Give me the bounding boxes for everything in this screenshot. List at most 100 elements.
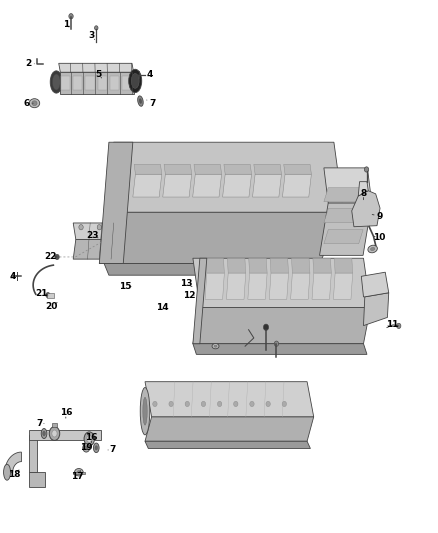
Ellipse shape: [83, 443, 90, 452]
Polygon shape: [193, 308, 371, 344]
Polygon shape: [85, 76, 95, 90]
Ellipse shape: [368, 245, 378, 253]
Circle shape: [201, 401, 205, 407]
Ellipse shape: [85, 446, 88, 450]
Polygon shape: [110, 76, 119, 90]
Text: 16: 16: [85, 433, 98, 442]
Circle shape: [95, 26, 98, 30]
Text: 13: 13: [180, 279, 193, 288]
Text: 14: 14: [156, 303, 169, 312]
Polygon shape: [193, 258, 371, 308]
Text: 7: 7: [147, 99, 156, 108]
Ellipse shape: [52, 430, 57, 437]
Text: 6: 6: [24, 99, 33, 108]
Text: 18: 18: [8, 470, 21, 479]
Text: 16: 16: [60, 408, 72, 418]
Polygon shape: [60, 72, 134, 94]
Circle shape: [79, 224, 83, 230]
Polygon shape: [313, 258, 331, 273]
Ellipse shape: [4, 464, 11, 480]
Ellipse shape: [29, 99, 40, 108]
Circle shape: [233, 401, 238, 407]
Ellipse shape: [129, 69, 142, 93]
Ellipse shape: [143, 397, 147, 425]
Ellipse shape: [77, 471, 81, 474]
Polygon shape: [163, 174, 192, 197]
Polygon shape: [145, 417, 314, 441]
Ellipse shape: [53, 74, 60, 90]
Polygon shape: [291, 273, 310, 300]
Polygon shape: [324, 209, 363, 223]
Polygon shape: [205, 273, 224, 300]
Text: 3: 3: [89, 31, 95, 41]
Text: 22: 22: [44, 252, 57, 261]
Ellipse shape: [214, 345, 217, 347]
Circle shape: [396, 323, 401, 328]
Polygon shape: [320, 203, 372, 255]
Ellipse shape: [371, 247, 375, 251]
Circle shape: [169, 401, 173, 407]
Polygon shape: [99, 212, 343, 263]
Ellipse shape: [87, 435, 92, 442]
Circle shape: [250, 401, 254, 407]
Polygon shape: [206, 258, 224, 273]
Polygon shape: [193, 174, 222, 197]
Circle shape: [116, 224, 120, 230]
Polygon shape: [5, 452, 21, 472]
Polygon shape: [29, 435, 37, 472]
Circle shape: [153, 401, 157, 407]
Polygon shape: [73, 76, 82, 90]
Ellipse shape: [84, 432, 95, 446]
Circle shape: [46, 293, 50, 298]
Polygon shape: [292, 258, 310, 273]
Circle shape: [274, 341, 279, 346]
Polygon shape: [47, 293, 53, 298]
Text: 7: 7: [108, 446, 116, 455]
Polygon shape: [99, 142, 133, 263]
Polygon shape: [358, 182, 368, 196]
Polygon shape: [283, 174, 311, 197]
Polygon shape: [133, 174, 162, 197]
Polygon shape: [248, 273, 267, 300]
Text: 20: 20: [45, 302, 58, 311]
Polygon shape: [284, 164, 311, 174]
Ellipse shape: [93, 443, 99, 453]
Circle shape: [364, 167, 369, 172]
Polygon shape: [134, 164, 162, 174]
Polygon shape: [254, 164, 282, 174]
Text: 21: 21: [35, 289, 48, 298]
Circle shape: [97, 224, 102, 230]
Polygon shape: [324, 230, 363, 244]
Polygon shape: [194, 164, 222, 174]
Polygon shape: [324, 188, 363, 201]
Text: 9: 9: [372, 212, 383, 221]
Ellipse shape: [131, 74, 139, 88]
Ellipse shape: [139, 99, 141, 103]
Polygon shape: [61, 76, 70, 90]
Ellipse shape: [41, 429, 47, 439]
Circle shape: [217, 401, 222, 407]
Ellipse shape: [138, 96, 143, 106]
Polygon shape: [333, 273, 353, 300]
Polygon shape: [164, 164, 192, 174]
Ellipse shape: [74, 469, 83, 476]
Ellipse shape: [95, 446, 98, 450]
Circle shape: [185, 401, 190, 407]
Ellipse shape: [49, 426, 60, 440]
Text: 8: 8: [360, 189, 367, 200]
Circle shape: [69, 13, 73, 19]
Polygon shape: [249, 258, 267, 273]
Ellipse shape: [43, 431, 46, 436]
Text: 4: 4: [138, 70, 152, 79]
Text: 23: 23: [87, 231, 99, 240]
Text: 11: 11: [386, 320, 399, 329]
Polygon shape: [29, 430, 101, 440]
Ellipse shape: [50, 71, 62, 93]
Text: 4: 4: [9, 271, 18, 280]
Circle shape: [282, 401, 286, 407]
Polygon shape: [73, 472, 85, 474]
Polygon shape: [334, 258, 353, 273]
Polygon shape: [224, 164, 251, 174]
Polygon shape: [52, 423, 57, 426]
Polygon shape: [114, 142, 343, 212]
